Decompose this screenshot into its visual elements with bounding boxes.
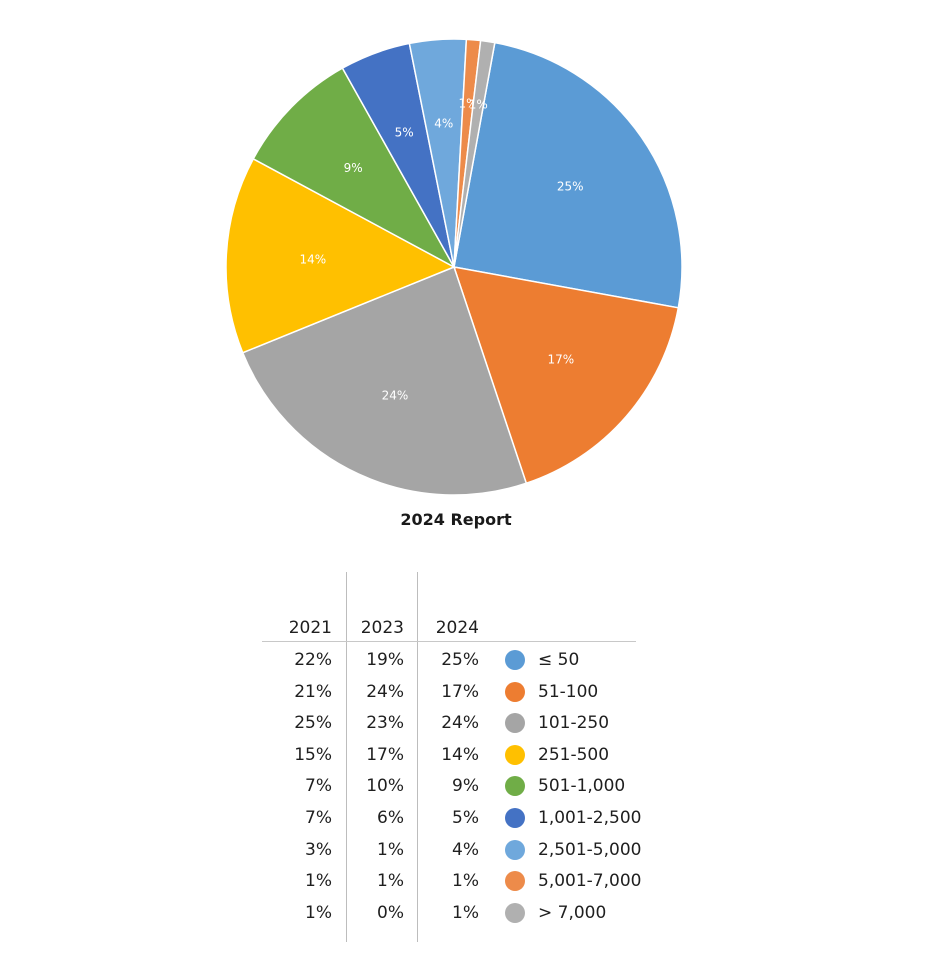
- cell-2023: 23%: [366, 713, 404, 734]
- cell-2021: 22%: [294, 650, 332, 670]
- legend-swatch: [505, 808, 525, 828]
- table-divider-1: [346, 572, 347, 942]
- cell-2024: 25%: [441, 650, 479, 670]
- pie-slice-8: [453, 39, 496, 268]
- pie-slice-0: [453, 41, 683, 309]
- pie-slice-3: [225, 157, 456, 354]
- pie-slice-1: [452, 266, 680, 485]
- chart-title: 2024 Report: [400, 510, 512, 529]
- cell-2024: 9%: [452, 776, 479, 797]
- cell-2023: 19%: [366, 650, 404, 670]
- cell-2021: 7%: [305, 808, 332, 828]
- legend-swatch: [505, 681, 525, 702]
- slice-label-6: 4%: [434, 117, 453, 131]
- slice-label-1: 17%: [547, 353, 574, 367]
- header-underline: [262, 641, 636, 642]
- cell-2021: 3%: [305, 839, 332, 860]
- cell-2021: 25%: [294, 713, 332, 734]
- legend-label: 251-500: [538, 744, 610, 765]
- slice-label-4: 9%: [344, 161, 363, 175]
- legend-label: 2,501-5,000: [538, 839, 642, 860]
- cell-2023: 6%: [377, 808, 404, 828]
- legend-label: > 7,000: [538, 902, 607, 923]
- table-divider-2: [417, 572, 418, 942]
- header-2021: 2021: [288, 618, 332, 638]
- legend-swatch: [505, 839, 525, 860]
- legend-label: ≤ 50: [538, 650, 580, 670]
- slice-label-3: 14%: [300, 252, 327, 266]
- cell-2021: 21%: [294, 681, 332, 702]
- cell-2023: 10%: [366, 776, 404, 797]
- legend-swatch: [505, 650, 525, 670]
- legend-swatch: [505, 713, 525, 734]
- cell-2023: 1%: [377, 839, 404, 860]
- legend-swatch: [505, 871, 525, 892]
- cell-2023: 17%: [366, 744, 404, 765]
- legend-swatch: [505, 744, 525, 765]
- legend-swatch: [505, 776, 525, 797]
- cell-2023: 0%: [377, 902, 404, 923]
- cell-2024: 1%: [452, 871, 479, 892]
- header-2023: 2023: [360, 618, 404, 638]
- cell-2024: 1%: [452, 902, 479, 923]
- legend-label: 1,001-2,500: [538, 808, 642, 828]
- cell-2021: 1%: [305, 902, 332, 923]
- cell-2023: 1%: [377, 871, 404, 892]
- legend-label: 101-250: [538, 713, 610, 734]
- cell-2021: 7%: [305, 776, 332, 797]
- cell-2024: 5%: [452, 808, 479, 828]
- slice-label-5: 5%: [395, 125, 414, 139]
- cell-2024: 24%: [441, 713, 479, 734]
- slice-label-2: 24%: [382, 388, 409, 402]
- cell-2024: 17%: [441, 681, 479, 702]
- slice-label-8: 1%: [469, 98, 488, 112]
- cell-2021: 1%: [305, 871, 332, 892]
- cell-2021: 15%: [294, 744, 332, 765]
- legend-label: 5,001-7,000: [538, 871, 642, 892]
- slice-label-0: 25%: [557, 180, 584, 194]
- legend-label: 51-100: [538, 681, 599, 702]
- cell-2024: 4%: [452, 839, 479, 860]
- cell-2023: 24%: [366, 681, 404, 702]
- header-2024: 2024: [435, 618, 479, 638]
- cell-2024: 14%: [441, 744, 479, 765]
- legend-swatch: [505, 902, 525, 923]
- legend-label: 501-1,000: [538, 776, 626, 797]
- pie-slice-4: [252, 67, 456, 269]
